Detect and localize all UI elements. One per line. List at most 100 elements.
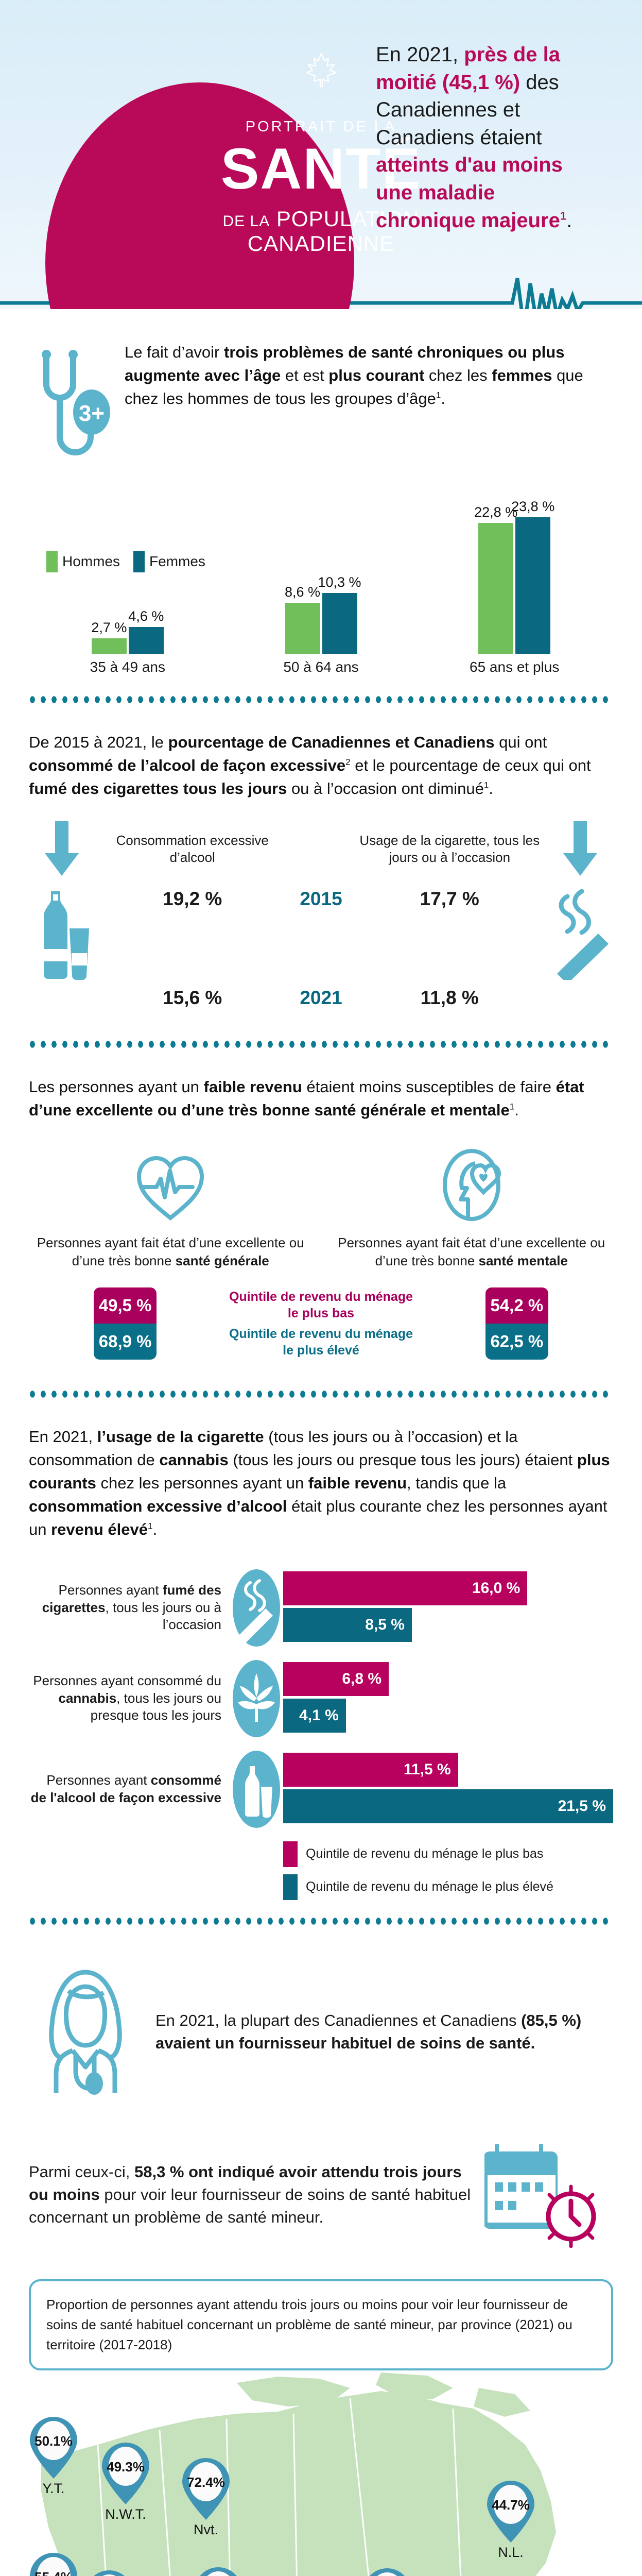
title-pretitle: PORTRAIT DE LA bbox=[245, 118, 397, 135]
pill-value-lowest-mental: 54,2 % bbox=[485, 1287, 548, 1324]
income-paragraph: Les personnes ayant un faible revenu éta… bbox=[29, 1077, 584, 1119]
legend-swatch-hommes bbox=[46, 551, 58, 572]
bar-value-hommes: 2,7 % bbox=[91, 620, 127, 635]
pin-label: Nvt. bbox=[193, 2521, 218, 2537]
heart-pulse-icon bbox=[137, 1156, 204, 1221]
bar-value-femmes: 10,3 % bbox=[318, 574, 361, 590]
substance-use-section: En 2021, l’usage de la cigarette (tous l… bbox=[0, 1398, 642, 1900]
bar-femmes: 23,8 % bbox=[511, 499, 554, 654]
bar-category-labels: 35 à 49 ans 50 à 64 ans 65 ans et plus bbox=[31, 659, 611, 675]
cigarette-column-header: Usage de la cigarette, tous les jours ou… bbox=[359, 833, 540, 865]
general-health-caption: Personnes ayant fait état d’une excellen… bbox=[37, 1234, 304, 1268]
pin-bubble: 72.4% bbox=[179, 2458, 233, 2521]
bar-group: 2,7 % 4,6 % bbox=[31, 499, 224, 654]
pin-bubble: 55.4% bbox=[27, 2552, 80, 2576]
pin-bubble: 46.6% bbox=[360, 2568, 414, 2576]
substance-legend: Quintile de revenu du ménage le plus bas… bbox=[283, 1841, 613, 1900]
income-health-section: Les personnes ayant un faible revenu éta… bbox=[0, 1048, 642, 1360]
pin-bubble: 50.1% bbox=[27, 2416, 80, 2480]
hbar-row-alcohol: Personnes ayant consommé de l'alcool de … bbox=[29, 1750, 613, 1828]
legend-row-highest: Quintile de revenu du ménage le plus éle… bbox=[283, 1874, 613, 1900]
hbar-label-cannabis: Personnes ayant consommé du cannabis, to… bbox=[33, 1672, 221, 1723]
ekg-line-decoration bbox=[0, 278, 642, 309]
category-label: 35 à 49 ans bbox=[90, 659, 165, 675]
cigarette-value-2021: 11,8 % bbox=[420, 987, 479, 1008]
hbar-row-cigarette: Personnes ayant fumé des cigarettes, tou… bbox=[29, 1569, 613, 1647]
arrow-down-alcohol-cell bbox=[29, 821, 95, 877]
bar-femmes: 4,6 % bbox=[128, 608, 164, 654]
cigarette-value-2015: 17,7 % bbox=[420, 888, 479, 909]
alcohol-bottle-glass-icon bbox=[29, 888, 95, 980]
map-pin-man[interactable]: 61.3% Man. bbox=[192, 2567, 245, 2576]
bar-value-hommes: 22,8 % bbox=[474, 504, 518, 520]
general-health-pill-wrap: 49,5 % 68,9 % bbox=[29, 1287, 221, 1360]
bar-hommes: 2,7 % bbox=[91, 620, 127, 654]
bar-group: 8,6 % 10,3 % bbox=[224, 499, 418, 654]
bar-groups: 2,7 % 4,6 % 8,6 % 10,3 % 22,8 % 23,8 % bbox=[31, 499, 611, 654]
map-pin-que[interactable]: 46.6% Que. bbox=[360, 2568, 414, 2576]
section-divider bbox=[29, 1917, 613, 1925]
title-subtitle-line3: CANADIENNE bbox=[247, 231, 395, 256]
legend-swatch-highest bbox=[283, 1874, 298, 1900]
chronic-paragraph: Le fait d’avoir trois problèmes de santé… bbox=[125, 343, 583, 408]
map-pin-nwt[interactable]: 49.3% N.W.T. bbox=[99, 2442, 152, 2522]
cannabis-leaf-icon bbox=[230, 1659, 283, 1737]
quintile-pill-general: 49,5 % 68,9 % bbox=[94, 1287, 157, 1360]
bar-value-femmes: 23,8 % bbox=[511, 499, 555, 514]
chronic-badge-label: 3+ bbox=[79, 401, 105, 426]
legend-swatch-lowest bbox=[283, 1841, 298, 1867]
hbar-highest-cigarette: 8,5 % bbox=[283, 1607, 412, 1642]
section-divider bbox=[29, 1040, 613, 1048]
alcohol-row-2015: 19,2 % 2015 17,7 % bbox=[29, 888, 613, 980]
hbar-bars-alcohol: 11,5 % 21,5 % bbox=[283, 1752, 613, 1826]
bar-hommes: 22,8 % bbox=[474, 504, 517, 654]
alcohol-table-headers: Consommation excessive d’alcool Usage de… bbox=[29, 821, 613, 877]
alcohol-year-2015: 2015 bbox=[300, 888, 342, 909]
hbar-bars-cannabis: 6,8 % 4,1 % bbox=[283, 1662, 613, 1735]
cigarette-smoke-icon bbox=[547, 888, 613, 980]
legend-label-lowest: Quintile de revenu du ménage le plus bas bbox=[306, 1846, 544, 1861]
bar-group: 22,8 % 23,8 % bbox=[418, 499, 611, 654]
healthcare-provider-section: En 2021, la plupart des Canadiennes et C… bbox=[0, 1925, 642, 2109]
canada-map: 50.1% Y.T. 49.3% N.W.T. 72.4% Nvt. 44.7%… bbox=[0, 2367, 642, 2576]
hbar-row-cannabis: Personnes ayant consommé du cannabis, to… bbox=[29, 1659, 613, 1737]
alcohol-value-2015: 19,2 % bbox=[163, 888, 222, 909]
pin-bubble: 61.3% bbox=[192, 2567, 245, 2576]
hbar-label-cigarette: Personnes ayant fumé des cigarettes, tou… bbox=[42, 1582, 221, 1633]
map-pin-yt[interactable]: 50.1% Y.T. bbox=[27, 2416, 80, 2497]
hbar-label-alcohol: Personnes ayant consommé de l'alcool de … bbox=[30, 1772, 221, 1805]
pin-label: N.L. bbox=[498, 2544, 524, 2560]
pin-bubble: 44.7% bbox=[484, 2480, 537, 2544]
title-subtitle-big: POPULATION bbox=[276, 206, 420, 231]
map-pin-nvt[interactable]: 72.4% Nvt. bbox=[179, 2458, 233, 2538]
map-pin-nl[interactable]: 44.7% N.L. bbox=[484, 2480, 537, 2561]
stethoscope-icon: 3+ bbox=[29, 341, 111, 488]
title-main: SANTÉ bbox=[220, 137, 422, 201]
pin-label: N.W.T. bbox=[105, 2506, 146, 2522]
calendar-clock-icon bbox=[484, 2133, 613, 2257]
section-divider bbox=[29, 1390, 613, 1398]
category-label: 65 ans et plus bbox=[470, 659, 560, 675]
map-pin-bc[interactable]: 55.4% B.C. bbox=[27, 2552, 80, 2576]
pill-value-highest-mental: 62,5 % bbox=[485, 1323, 548, 1360]
alcohol-year-2021: 2021 bbox=[300, 987, 342, 1008]
alcohol-cigarette-section: De 2015 à 2021, le pourcentage de Canadi… bbox=[0, 703, 642, 1009]
bar-value-femmes: 4,6 % bbox=[128, 608, 164, 624]
bar-value-hommes: 8,6 % bbox=[284, 584, 321, 600]
legend-label-highest: Quintile de revenu du ménage le plus éle… bbox=[306, 1879, 553, 1894]
chronic-bar-chart: Hommes Femmes 2,7 % 4,6 % 8,6 % 10,3 % 2… bbox=[31, 499, 611, 654]
section-divider bbox=[29, 696, 613, 703]
quintile-legend: Quintile de revenu du ménage le plus bas… bbox=[224, 1289, 417, 1359]
pill-value-lowest-general: 49,5 % bbox=[94, 1287, 157, 1324]
category-label: 50 à 64 ans bbox=[283, 659, 359, 675]
alcohol-row-2021: 15,6 % 2021 11,8 % bbox=[29, 987, 613, 1009]
alcohol-column-header: Consommation excessive d’alcool bbox=[116, 833, 269, 865]
pin-bubble: 66.3% bbox=[82, 2570, 136, 2576]
pin-value: 72.4% bbox=[187, 2474, 225, 2490]
hbar-lowest-alcohol: 11,5 % bbox=[283, 1752, 458, 1787]
pin-bubble: 49.3% bbox=[99, 2442, 152, 2505]
map-pin-alta[interactable]: 66.3% Alta. bbox=[82, 2570, 136, 2576]
hbar-highest-alcohol: 21,5 % bbox=[283, 1789, 613, 1823]
quintile-pill-mental: 54,2 % 62,5 % bbox=[485, 1287, 548, 1360]
